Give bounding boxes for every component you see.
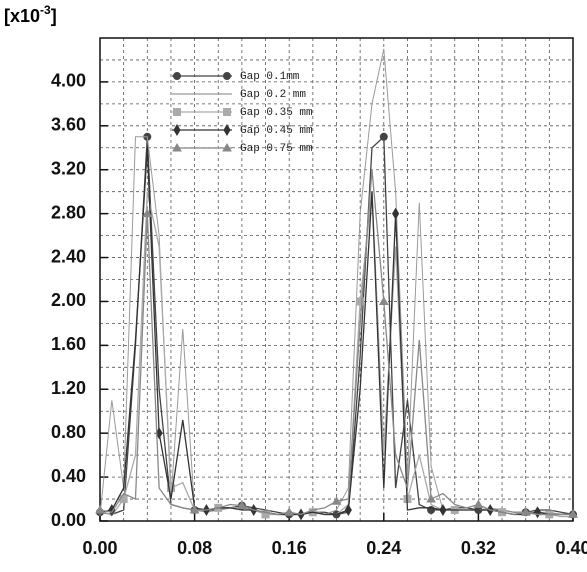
marker: [261, 510, 270, 519]
y-tick-label: 3.20: [51, 158, 86, 178]
series-line: [99, 135, 574, 516]
marker: [568, 509, 578, 518]
y-tick-label: 2.00: [51, 290, 86, 310]
marker: [95, 505, 105, 514]
marker: [426, 494, 436, 503]
marker: [331, 496, 342, 505]
marker: [378, 296, 389, 305]
y-tick-label: 1.20: [51, 378, 86, 398]
y-tick-label: 1.60: [51, 334, 86, 354]
marker: [392, 207, 400, 220]
x-tick-label: 0.40: [555, 538, 587, 558]
y-tick-label: 4.00: [51, 71, 86, 91]
y-axis-label: [x10-3]: [4, 3, 57, 26]
y-label-exponent: -3: [40, 3, 51, 17]
x-tick-label: 0.08: [177, 538, 212, 558]
y-tick-label: 2.40: [51, 246, 86, 266]
y-tick-label: 2.80: [51, 202, 86, 222]
marker: [237, 500, 247, 510]
x-tick-label: 0.32: [461, 538, 496, 558]
legend-label: Gap 0.1mm: [240, 71, 300, 83]
marker: [344, 504, 352, 516]
y-tick-label: 0.40: [51, 466, 86, 486]
marker: [439, 504, 447, 516]
series-line: [99, 191, 573, 518]
marker: [520, 507, 531, 516]
marker: [379, 132, 388, 141]
marker: [356, 297, 365, 306]
marker: [223, 124, 231, 136]
marker: [222, 142, 232, 152]
y-label-prefix: [x10: [4, 6, 40, 26]
y-tick-label: 0.80: [51, 422, 86, 442]
y-tick-label: 3.60: [51, 115, 86, 135]
marker: [189, 505, 200, 514]
y-tick-label: 0.00: [51, 510, 86, 530]
series-line: [99, 169, 573, 516]
series-line: [99, 48, 573, 516]
marker: [142, 208, 153, 218]
marker: [473, 499, 484, 509]
legend-label: Gap 0.2 mm: [240, 89, 306, 101]
legend-label: Gap 0.75 mm: [240, 143, 313, 155]
marker: [166, 484, 175, 493]
y-label-suffix: ]: [51, 6, 57, 26]
marker: [223, 108, 231, 116]
marker: [173, 72, 181, 80]
marker: [284, 507, 295, 516]
marker: [223, 72, 231, 80]
marker: [533, 506, 542, 519]
plot-frame: [99, 37, 574, 522]
marker: [172, 142, 182, 152]
legend-label: Gap 0.45 mm: [240, 125, 313, 137]
marker: [173, 124, 181, 136]
x-tick-label: 0.00: [82, 538, 117, 558]
marker: [173, 108, 181, 116]
x-tick-label: 0.16: [272, 538, 307, 558]
x-tick-label: 0.24: [366, 538, 401, 558]
legend-label: Gap 0.35 mm: [240, 107, 313, 119]
